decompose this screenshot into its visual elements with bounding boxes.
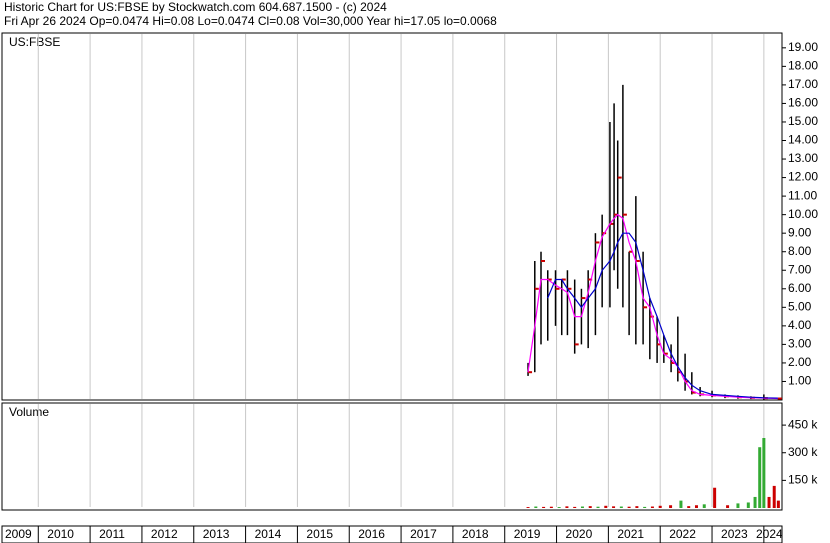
x-tick-label: 2016 [358, 527, 385, 541]
volume-bar [580, 506, 584, 508]
volume-bar [772, 485, 776, 508]
volume-bar [753, 496, 757, 508]
volume-bar [746, 502, 750, 508]
x-tick-label: 2011 [99, 527, 125, 541]
y-tick-label: 300 k [788, 445, 818, 459]
y-tick-label: 12.00 [788, 170, 818, 184]
x-tick-label: 2020 [566, 527, 593, 541]
volume-bar [604, 505, 608, 508]
y-tick-label: 13.00 [788, 151, 818, 165]
panel-label: Volume [9, 405, 49, 419]
x-tick-label: 2009 [5, 527, 32, 541]
x-tick-label: 2021 [617, 527, 644, 541]
volume-bar [526, 507, 530, 508]
volume-bar [612, 506, 616, 508]
y-tick-label: 16.00 [788, 96, 818, 110]
y-tick-label: 19.00 [788, 40, 818, 54]
y-tick-label: 10.00 [788, 207, 818, 221]
moving-average [547, 232, 778, 399]
volume-bar [643, 506, 647, 508]
y-tick-label: 450 k [788, 417, 818, 431]
moving-average [527, 213, 778, 400]
y-tick-label: 7.00 [788, 262, 812, 276]
x-tick-label: 2012 [151, 527, 178, 541]
volume-bar [534, 506, 538, 508]
volume-bar [596, 506, 600, 508]
panel-label: US:FBSE [9, 35, 60, 49]
y-tick-label: 6.00 [788, 281, 812, 295]
x-tick-label: 2018 [462, 527, 489, 541]
y-tick-label: 14.00 [788, 133, 818, 147]
y-tick-label: 15.00 [788, 114, 818, 128]
x-tick-label: 2019 [514, 527, 541, 541]
volume-bar [713, 487, 717, 508]
volume-bar [635, 506, 639, 508]
volume-bar [758, 447, 762, 508]
x-tick-label: 2022 [669, 527, 696, 541]
y-tick-label: 4.00 [788, 318, 812, 332]
chart-subtitle: Fri Apr 26 2024 Op=0.0474 Hi=0.08 Lo=0.0… [4, 14, 497, 28]
volume-bar [557, 507, 561, 508]
volume-bar [658, 505, 662, 508]
y-tick-label: 17.00 [788, 77, 818, 91]
y-tick-label: 5.00 [788, 299, 812, 313]
volume-bar [650, 506, 654, 508]
volume-bar [669, 505, 673, 508]
volume-bar [687, 506, 691, 508]
y-tick-label: 8.00 [788, 244, 812, 258]
y-tick-label: 3.00 [788, 337, 812, 351]
volume-bar [549, 506, 553, 508]
x-tick-label: 2010 [47, 527, 74, 541]
volume-bar [679, 500, 683, 508]
volume-bar [762, 438, 766, 508]
volume-bar [627, 506, 631, 508]
y-tick-label: 1.00 [788, 374, 812, 388]
volume-bar [542, 506, 546, 508]
volume-bar [726, 505, 730, 508]
x-tick-label: 2013 [203, 527, 230, 541]
chart-title: Historic Chart for US:FBSE by Stockwatch… [4, 0, 387, 14]
y-tick-label: 9.00 [788, 225, 812, 239]
volume-bar [588, 506, 592, 508]
volume-bar [776, 500, 780, 508]
y-tick-label: 2.00 [788, 355, 812, 369]
x-tick-label: 2014 [255, 527, 282, 541]
y-tick-label: 11.00 [788, 188, 817, 202]
x-tick-label: 2015 [306, 527, 333, 541]
volume-panel [1, 402, 783, 511]
y-tick-label: 150 k [788, 473, 818, 487]
year-axis [1, 525, 783, 543]
volume-bar [767, 496, 771, 508]
price-panel [1, 32, 783, 401]
x-tick-label: 2017 [410, 527, 437, 541]
volume-bar [565, 506, 569, 508]
y-tick-label: 18.00 [788, 59, 818, 73]
volume-bar [702, 504, 706, 508]
x-tick-label: 2024 [756, 527, 783, 541]
volume-bar [736, 503, 740, 508]
volume-bar [694, 505, 698, 508]
x-tick-label: 2023 [721, 527, 748, 541]
volume-bar [619, 506, 623, 508]
volume-bar [573, 506, 577, 508]
